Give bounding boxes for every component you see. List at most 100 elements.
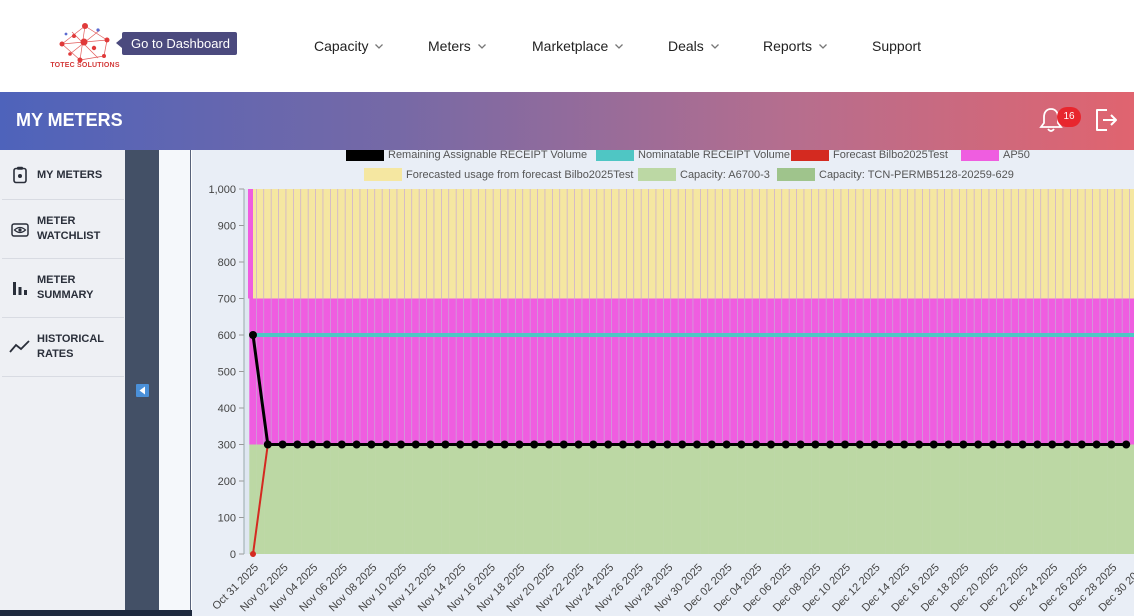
bar-capacity-a6700: [412, 444, 420, 554]
bar-capacity-a6700: [737, 444, 746, 554]
bar-capacity-a6700: [441, 444, 450, 554]
menu-support[interactable]: Support: [872, 38, 921, 54]
series-remaining-assignable-point: [367, 440, 376, 449]
bar-ap50: [922, 298, 931, 445]
bar-forecasted-usage: [545, 189, 553, 299]
bar-ap50: [286, 298, 294, 445]
bar-capacity-a6700: [930, 444, 938, 554]
legend-swatch: [596, 148, 634, 161]
bar-forecasted-usage: [345, 189, 354, 299]
bar-capacity-a6700: [1115, 444, 1123, 554]
bar-ap50: [796, 298, 805, 445]
company-logo[interactable]: [52, 14, 118, 72]
bar-forecasted-usage: [286, 189, 294, 299]
series-remaining-assignable-point: [648, 440, 657, 449]
series-remaining-assignable-point: [929, 440, 938, 449]
bar-capacity-a6700: [678, 444, 687, 554]
bar-ap50: [434, 298, 442, 445]
bar-capacity-a6700: [1107, 444, 1116, 554]
menu-label: Deals: [668, 38, 704, 54]
bar-ap50: [471, 298, 479, 445]
logout-icon[interactable]: [1092, 106, 1120, 134]
bar-ap50: [1107, 298, 1116, 445]
bar-capacity-a6700: [611, 444, 620, 554]
bar-ap50: [315, 298, 324, 445]
bar-ap50: [856, 298, 864, 445]
bar-ap50: [937, 298, 946, 445]
bar-forecasted-usage: [863, 189, 872, 299]
bar-forecasted-usage: [301, 189, 309, 299]
menu-reports[interactable]: Reports: [763, 38, 828, 54]
bar-capacity-a6700: [700, 444, 709, 554]
bar-ap50: [759, 298, 768, 445]
bar-forecasted-usage: [1122, 189, 1131, 299]
bar-capacity-a6700: [863, 444, 872, 554]
bar-capacity-a6700: [648, 444, 657, 554]
sidebar-item-my-meters[interactable]: MY METERS: [2, 150, 124, 200]
bar-capacity-a6700: [1041, 444, 1049, 554]
bar-capacity-a6700: [656, 444, 664, 554]
series-remaining-assignable-point: [604, 440, 613, 449]
legend-label: Forecast Bilbo2025Test: [833, 150, 948, 161]
logo-text: TOTEC SOLUTIONS: [50, 62, 120, 69]
bar-capacity-a6700: [885, 444, 894, 554]
sidebar-item-meter-watchlist[interactable]: METER WATCHLIST: [2, 200, 124, 259]
sidebar-item-meter-summary[interactable]: METER SUMMARY: [2, 259, 124, 318]
bar-forecasted-usage: [1041, 189, 1049, 299]
bar-forecasted-usage: [567, 189, 576, 299]
series-remaining-assignable-point: [574, 440, 583, 449]
bar-forecasted-usage: [308, 189, 317, 299]
bar-ap50: [634, 298, 642, 445]
bar-forecasted-usage: [582, 189, 590, 299]
bar-capacity-a6700: [597, 444, 605, 554]
bar-capacity-a6700: [893, 444, 901, 554]
bar-capacity-a6700: [1063, 444, 1071, 554]
y-tick-label: 700: [218, 294, 236, 306]
menu-marketplace[interactable]: Marketplace: [532, 38, 624, 54]
menu-capacity[interactable]: Capacity: [314, 38, 384, 54]
bar-forecasted-usage: [1004, 189, 1012, 299]
sidebar-item-label: METER WATCHLIST: [37, 215, 101, 242]
bar-capacity-a6700: [826, 444, 835, 554]
go-to-dashboard-button[interactable]: Go to Dashboard: [115, 32, 238, 55]
bar-capacity-a6700: [856, 444, 864, 554]
bar-forecasted-usage: [856, 189, 864, 299]
bar-forecasted-usage: [907, 189, 916, 299]
series-remaining-assignable-point: [337, 440, 346, 449]
bar-capacity-a6700: [981, 444, 990, 554]
bar-capacity-a6700: [463, 444, 472, 554]
series-remaining-assignable-point: [974, 440, 983, 449]
bar-capacity-a6700: [745, 444, 753, 554]
bar-capacity-a6700: [360, 444, 368, 554]
series-remaining-assignable-point: [293, 440, 302, 449]
bar-capacity-a6700: [345, 444, 354, 554]
menu-deals[interactable]: Deals: [668, 38, 720, 54]
bar-capacity-a6700: [589, 444, 598, 554]
bar-ap50: [1041, 298, 1049, 445]
bar-forecasted-usage: [323, 189, 331, 299]
top-navigation: TOTEC SOLUTIONS Go to Dashboard Capacity…: [0, 0, 1134, 92]
bell-icon[interactable]: [1038, 106, 1064, 134]
bar-ap50: [1004, 298, 1012, 445]
bar-forecasted-usage: [604, 189, 613, 299]
sidebar-item-label: HISTORICAL RATES: [37, 333, 104, 360]
sidebar-item-historical-rates[interactable]: HISTORICAL RATES: [2, 318, 124, 377]
menu-label: Marketplace: [532, 38, 609, 54]
bar-ap50: [885, 298, 894, 445]
bar-capacity-a6700: [952, 444, 960, 554]
bar-ap50: [774, 298, 783, 445]
bar-capacity-a6700: [937, 444, 946, 554]
sidebar-item-label: METER SUMMARY: [37, 274, 94, 301]
bar-forecasted-usage: [930, 189, 938, 299]
chevron-down-icon: [477, 44, 486, 49]
collapse-left-icon[interactable]: [136, 384, 149, 397]
bar-capacity-a6700: [486, 444, 494, 554]
bar-ap50: [870, 298, 879, 445]
bar-ap50: [1078, 298, 1086, 445]
series-remaining-assignable-point: [900, 440, 909, 449]
series-remaining-assignable-point: [870, 440, 879, 449]
bar-capacity-a6700: [759, 444, 768, 554]
chevron-down-icon: [615, 44, 624, 49]
bar-ap50: [545, 298, 553, 445]
menu-meters[interactable]: Meters: [428, 38, 487, 54]
